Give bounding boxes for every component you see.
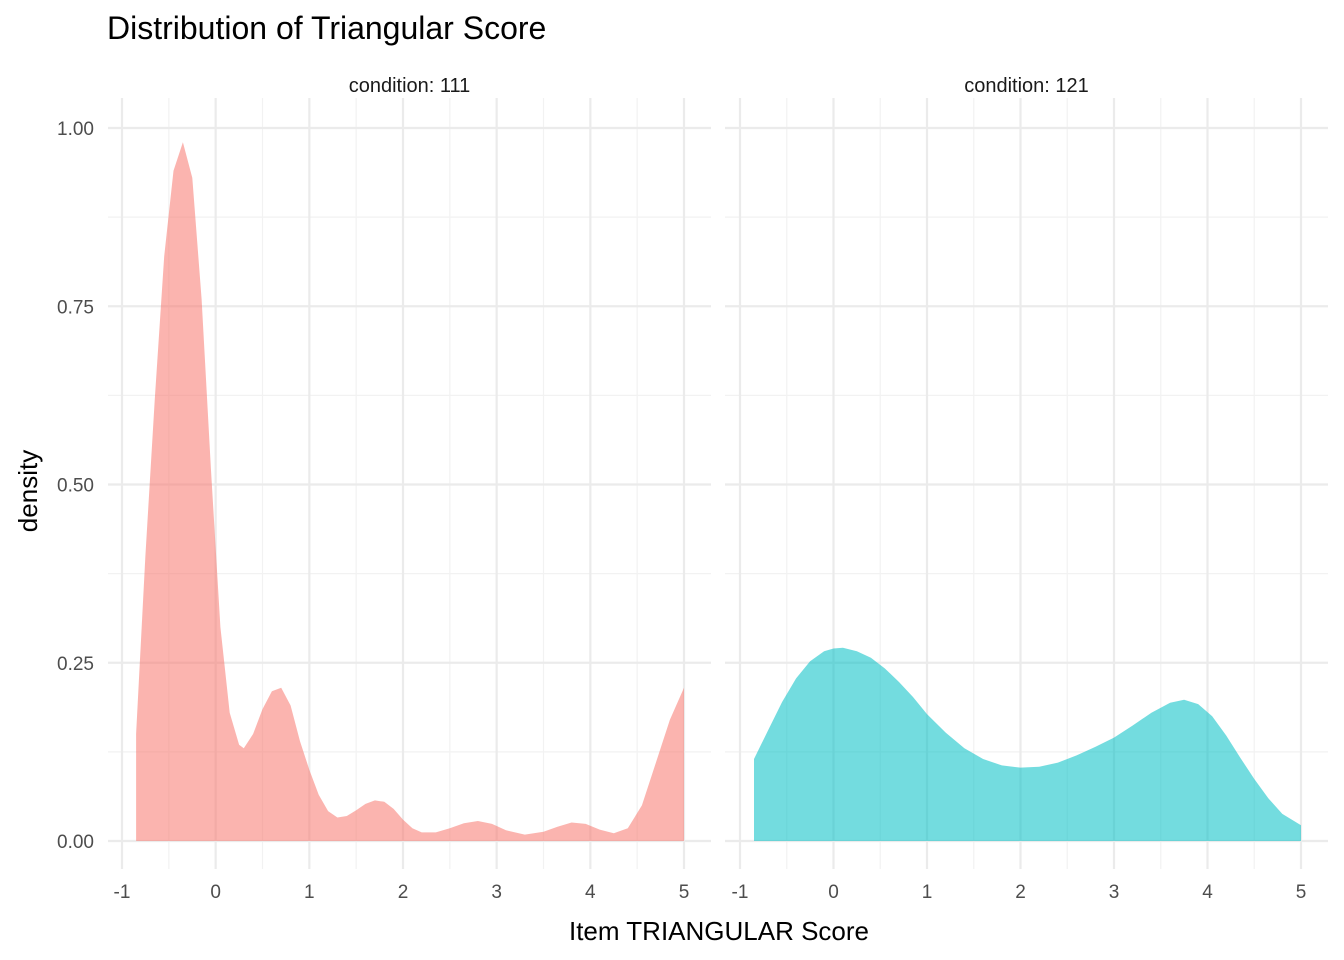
y-tick-label: 0.25 <box>57 654 94 675</box>
x-tick-label: 5 <box>1296 882 1307 903</box>
x-tick-label: 4 <box>1202 882 1213 903</box>
x-tick-label: -1 <box>732 882 749 903</box>
x-tick-label: 4 <box>585 882 596 903</box>
x-tick-label: 3 <box>1109 882 1120 903</box>
density-area <box>754 647 1301 841</box>
y-tick-label: 1.00 <box>57 119 94 140</box>
y-tick-label: 0.00 <box>57 832 94 853</box>
facet-panel: condition: 121 -1 0 1 2 3 4 5 <box>725 75 1328 903</box>
chart-title: Distribution of Triangular Score <box>107 10 546 46</box>
x-tick-label: 3 <box>491 882 502 903</box>
y-axis-title: density <box>13 450 43 532</box>
x-axis-title: Item TRIANGULAR Score <box>569 916 869 946</box>
facet-strip-label: condition: 111 <box>349 75 471 97</box>
x-tick-label: 1 <box>922 882 933 903</box>
facet-panels: condition: 111 -1 0 1 2 3 4 5 condition: 121 -1 0 1… <box>108 75 1328 903</box>
x-tick-label: 1 <box>304 882 315 903</box>
facet-strip-label: condition: 121 <box>964 75 1089 97</box>
x-tick-label: 2 <box>398 882 409 903</box>
density-area <box>136 142 685 842</box>
y-tick-label: 0.75 <box>57 297 94 318</box>
facet-panel: condition: 111 -1 0 1 2 3 4 5 <box>108 75 711 903</box>
y-tick-label: 0.50 <box>57 476 94 497</box>
x-tick-label: 2 <box>1015 882 1026 903</box>
x-tick-label: 0 <box>828 882 839 903</box>
x-tick-label: 0 <box>210 882 221 903</box>
x-tick-label: 5 <box>679 882 690 903</box>
y-axis-tick-labels: 0.00 0.25 0.50 0.75 1.00 <box>57 119 94 853</box>
x-tick-label: -1 <box>114 882 131 903</box>
